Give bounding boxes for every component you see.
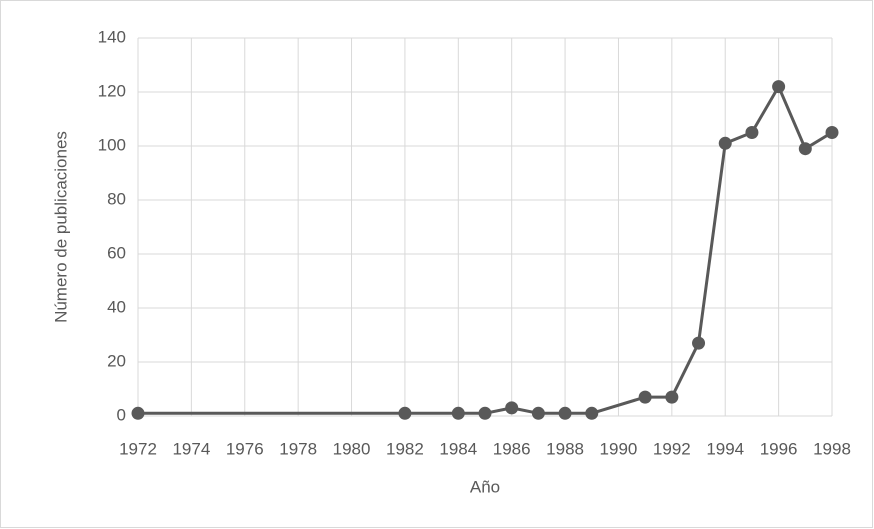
y-tick-label: 80 bbox=[107, 189, 126, 208]
data-point bbox=[638, 390, 652, 404]
y-axis-label: Número de publicaciones bbox=[51, 131, 70, 323]
data-point bbox=[478, 406, 492, 420]
data-point bbox=[131, 406, 145, 420]
x-tick-label: 1984 bbox=[439, 439, 477, 458]
data-point bbox=[798, 142, 812, 156]
y-tick-label: 140 bbox=[98, 27, 126, 46]
y-tick-label: 60 bbox=[107, 243, 126, 262]
y-tick-label: 0 bbox=[117, 405, 126, 424]
data-point bbox=[745, 126, 759, 139]
y-tick-label: 40 bbox=[107, 297, 126, 316]
x-tick-label: 1978 bbox=[279, 439, 317, 458]
data-point bbox=[665, 390, 679, 404]
data-point bbox=[772, 80, 786, 94]
data-point bbox=[505, 401, 519, 415]
data-point bbox=[558, 406, 572, 420]
x-tick-label: 1986 bbox=[493, 439, 531, 458]
data-point bbox=[718, 136, 732, 150]
x-tick-label: 1994 bbox=[706, 439, 744, 458]
series-line bbox=[138, 85, 833, 415]
x-tick-label: 1990 bbox=[600, 439, 638, 458]
x-tick-label: 1974 bbox=[172, 439, 210, 458]
data-point bbox=[531, 406, 545, 420]
data-point bbox=[825, 126, 839, 139]
data-point bbox=[451, 406, 465, 420]
x-tick-label: 1972 bbox=[119, 439, 157, 458]
x-tick-label: 1976 bbox=[226, 439, 264, 458]
x-tick-label: 1996 bbox=[760, 439, 798, 458]
x-tick-label: 1980 bbox=[333, 439, 371, 458]
y-tick-label: 100 bbox=[98, 135, 126, 154]
y-tick-label: 120 bbox=[98, 81, 126, 100]
data-point bbox=[398, 406, 412, 420]
data-point bbox=[585, 406, 599, 420]
x-axis-label: Año bbox=[470, 477, 500, 496]
data-point bbox=[692, 336, 706, 350]
x-tick-label: 1988 bbox=[546, 439, 584, 458]
x-tick-label: 1998 bbox=[813, 439, 851, 458]
y-tick-label: 20 bbox=[107, 351, 126, 370]
x-tick-label: 1992 bbox=[653, 439, 691, 458]
x-tick-label: 1982 bbox=[386, 439, 424, 458]
